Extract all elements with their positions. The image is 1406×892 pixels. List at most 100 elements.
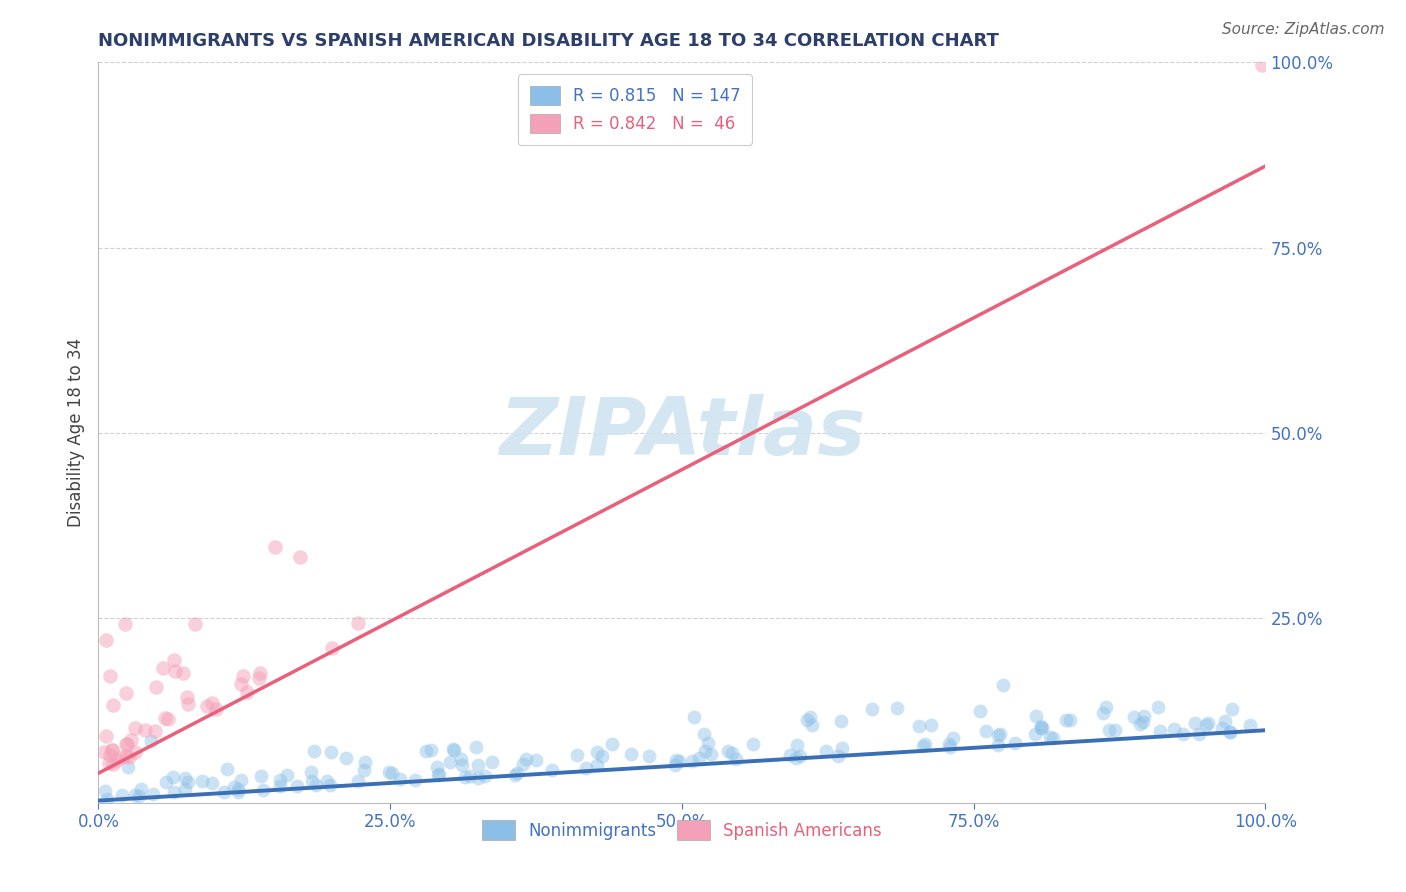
Point [201, 776, 224, 790]
Point [1039, 731, 1062, 745]
Point [1239, 718, 1261, 732]
Point [114, 617, 136, 632]
Point [378, 765, 401, 780]
Point [474, 769, 496, 783]
Point [117, 760, 139, 774]
Point [1029, 719, 1052, 733]
Point [443, 742, 465, 756]
Point [335, 750, 357, 764]
Point [1042, 731, 1064, 746]
Point [276, 768, 298, 782]
Legend: Nonimmigrants, Spanish Americans: Nonimmigrants, Spanish Americans [475, 814, 889, 847]
Point [131, 782, 153, 797]
Point [115, 737, 138, 751]
Point [381, 765, 404, 780]
Point [974, 724, 997, 739]
Point [586, 745, 609, 759]
Point [415, 743, 437, 757]
Point [389, 772, 412, 786]
Point [789, 748, 811, 763]
Point [1149, 724, 1171, 739]
Point [458, 769, 481, 783]
Point [269, 772, 291, 787]
Point [700, 747, 723, 762]
Point [524, 753, 547, 767]
Text: Source: ZipAtlas.com: Source: ZipAtlas.com [1222, 22, 1385, 37]
Point [247, 671, 270, 685]
Point [163, 653, 186, 667]
Point [1004, 736, 1026, 750]
Point [145, 681, 167, 695]
Point [969, 704, 991, 718]
Text: ZIPAtlas: ZIPAtlas [499, 393, 865, 472]
Point [1219, 724, 1241, 739]
Point [214, 785, 236, 799]
Point [1129, 716, 1152, 731]
Point [94, 632, 117, 647]
Point [695, 744, 717, 758]
Point [1211, 722, 1233, 736]
Point [98, 756, 121, 770]
Point [987, 738, 1010, 752]
Point [177, 697, 200, 711]
Point [515, 752, 537, 766]
Point [988, 726, 1011, 740]
Point [451, 758, 474, 772]
Point [226, 782, 249, 797]
Point [1054, 713, 1077, 727]
Point [503, 768, 526, 782]
Point [201, 696, 224, 710]
Point [177, 774, 200, 789]
Point [94, 784, 117, 798]
Point [264, 540, 287, 554]
Point [464, 740, 486, 755]
Point [353, 763, 375, 777]
Point [176, 690, 198, 704]
Point [831, 741, 853, 756]
Point [165, 664, 187, 678]
Point [681, 754, 703, 768]
Point [204, 702, 226, 716]
Point [141, 734, 163, 748]
Point [939, 739, 962, 754]
Point [638, 749, 661, 764]
Point [163, 785, 186, 799]
Point [799, 709, 821, 723]
Point [321, 640, 343, 655]
Point [354, 755, 377, 769]
Point [725, 752, 748, 766]
Point [991, 678, 1014, 692]
Point [585, 758, 607, 772]
Point [173, 666, 195, 681]
Point [427, 767, 450, 781]
Point [152, 661, 174, 675]
Point [111, 749, 134, 764]
Point [425, 760, 447, 774]
Point [1197, 716, 1219, 731]
Point [155, 774, 177, 789]
Point [134, 723, 156, 738]
Point [1132, 714, 1154, 729]
Point [1031, 721, 1053, 735]
Point [101, 698, 124, 712]
Point [174, 782, 197, 797]
Point [693, 727, 716, 741]
Point [229, 773, 252, 788]
Point [664, 757, 686, 772]
Point [785, 751, 807, 765]
Point [1251, 57, 1274, 71]
Point [321, 745, 343, 759]
Point [1024, 727, 1046, 741]
Point [796, 713, 818, 727]
Point [683, 709, 706, 723]
Point [93, 745, 115, 759]
Point [105, 753, 128, 767]
Point [226, 784, 249, 798]
Point [886, 701, 908, 715]
Point [305, 779, 328, 793]
Point [157, 712, 180, 726]
Point [236, 685, 259, 699]
Point [215, 762, 238, 776]
Point [1219, 725, 1241, 739]
Point [1059, 713, 1081, 727]
